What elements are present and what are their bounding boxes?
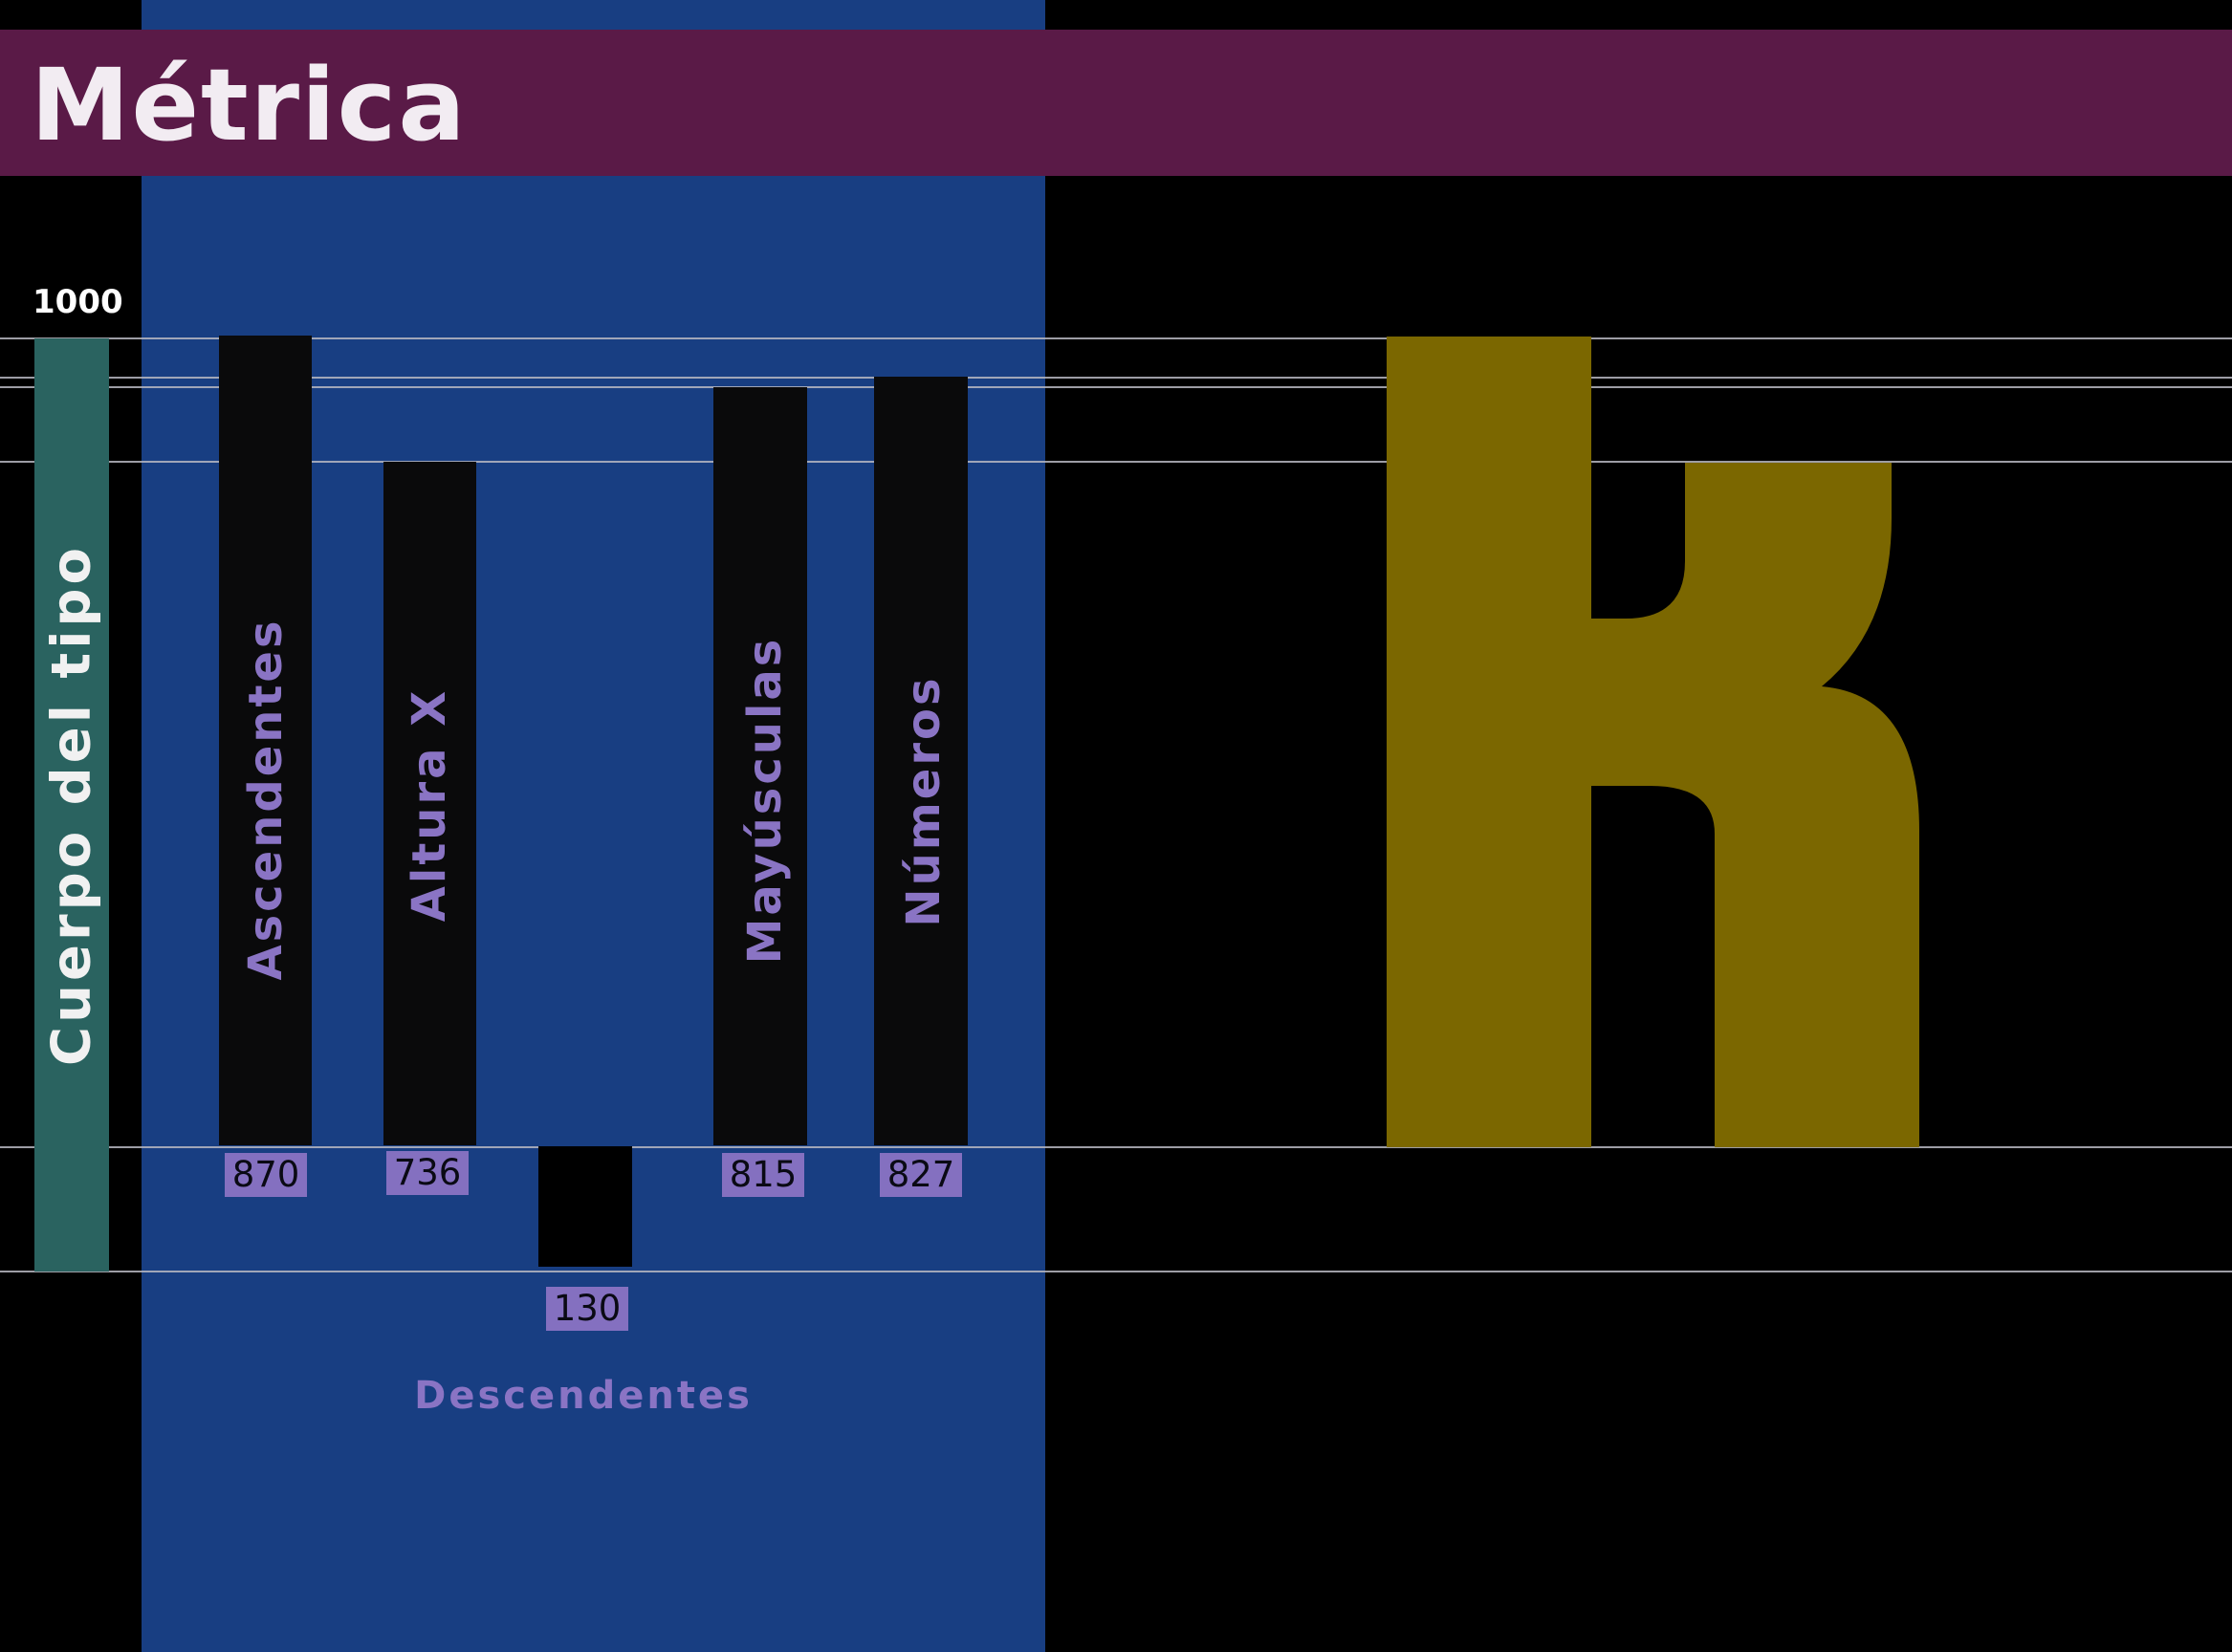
capitals-bar [713,387,807,1145]
x-height-label: Altura X [403,687,456,923]
guide-line-numbers [0,377,2232,379]
x-height-value: 736 [386,1151,469,1195]
body-value: 1000 [33,283,123,321]
guide-line-baseline [0,1146,2232,1148]
guide-line-ascender [0,337,2232,339]
title-bar [0,30,2232,176]
body-label: Cuerpo del tipo [40,544,103,1066]
numbers-label: Números [897,675,951,927]
x-height-bar [383,462,476,1145]
numbers-bar [874,377,968,1145]
descenders-value: 130 [546,1287,628,1331]
capitals-label: Mayúsculas [738,636,792,965]
capitals-value: 815 [722,1153,804,1197]
guide-line-descender [0,1271,2232,1272]
page-title: Métrica [31,47,468,163]
numbers-value: 827 [880,1153,962,1197]
guide-line-capitals [0,386,2232,388]
ascenders-value: 870 [225,1153,307,1197]
ascenders-bar [219,336,312,1145]
glyph-k-illustration [1387,337,1920,1147]
descenders-bar [538,1146,632,1267]
guide-line-x-height [0,461,2232,463]
ascenders-label: Ascendentes [239,618,293,981]
descenders-label: Descendentes [414,1374,753,1418]
body-bar [34,338,109,1272]
glyph-k-shape [1387,337,1920,1147]
